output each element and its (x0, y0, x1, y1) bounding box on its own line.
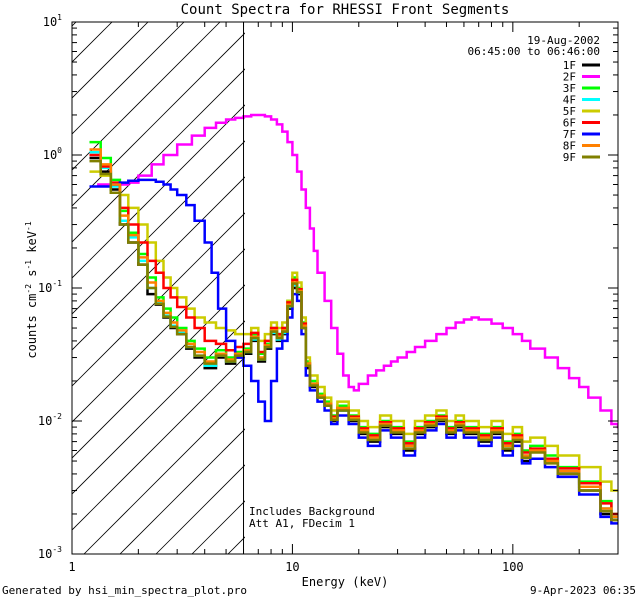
hatch-line (72, 22, 221, 171)
series-line-2F (97, 113, 618, 429)
hatch-line (72, 22, 185, 135)
hatch-line (72, 140, 245, 315)
legend-label-1F: 1F (563, 59, 576, 72)
y-tick-label: 10-2 (38, 412, 62, 428)
background-note: Includes Background (249, 505, 375, 518)
x-tick-label: 10 (285, 560, 299, 574)
hatch-line (72, 22, 113, 63)
chart-title: Count Spectra for RHESSI Front Segments (181, 2, 510, 18)
hatch-line (300, 0, 640, 554)
hatch-line (72, 248, 245, 423)
series-line-6F (89, 153, 618, 516)
hatch-line (72, 212, 245, 387)
y-tick-label: 10-3 (38, 545, 62, 561)
legend-label-4F: 4F (563, 94, 576, 107)
hatch-line (72, 356, 245, 531)
y-tick-label: 100 (43, 146, 62, 162)
legend-label-7F: 7F (563, 128, 576, 141)
x-tick-label: 1 (68, 560, 75, 574)
legend-label-3F: 3F (563, 82, 576, 95)
hatch-line (0, 0, 108, 554)
series-line-1F (89, 156, 618, 522)
y-tick-label: 101 (43, 13, 62, 29)
x-axis-label: Energy (keV) (302, 575, 389, 589)
hatch-line (72, 22, 149, 99)
legend-time-range: 06:45:00 to 06:46:00 (468, 45, 600, 58)
hatch-line (72, 284, 245, 459)
series-line-7F (89, 178, 618, 525)
attenuator-note: Att A1, FDecim 1 (249, 517, 355, 530)
series-line-5F (89, 170, 618, 492)
hatch-line (72, 320, 245, 495)
hatch-line (264, 0, 640, 554)
legend-label-6F: 6F (563, 117, 576, 130)
legend-label-8F: 8F (563, 140, 576, 153)
hatch-line (72, 104, 245, 279)
series-line-8F (89, 148, 618, 519)
series-line-9F (89, 159, 618, 522)
legend-label-9F: 9F (563, 151, 576, 164)
series-layer (89, 113, 618, 525)
y-tick-label: 10-1 (38, 279, 62, 295)
hatch-line (72, 176, 245, 351)
hatch-line (83, 392, 245, 554)
generated-by-footer: Generated by hsi_min_spectra_plot.pro (2, 584, 247, 597)
hatch-line (72, 68, 245, 243)
hatch-line (336, 0, 640, 554)
axis-ticks: 1 10 100 10-3 10-2 10-1 100 101 (38, 13, 619, 574)
series-line-4F (89, 150, 618, 519)
hatched-excluded-region (0, 0, 640, 554)
x-tick-label: 100 (502, 560, 524, 574)
hatch-line (119, 428, 245, 554)
legend-date: 19-Aug-2002 (527, 34, 600, 47)
hatch-line (72, 32, 245, 207)
y-axis-label: counts cm-2 s-1 keV-1 (24, 221, 39, 358)
legend-label-2F: 2F (563, 71, 576, 84)
plot-date-footer: 9-Apr-2023 06:35 (530, 584, 636, 597)
legend-label-5F: 5F (563, 105, 576, 118)
